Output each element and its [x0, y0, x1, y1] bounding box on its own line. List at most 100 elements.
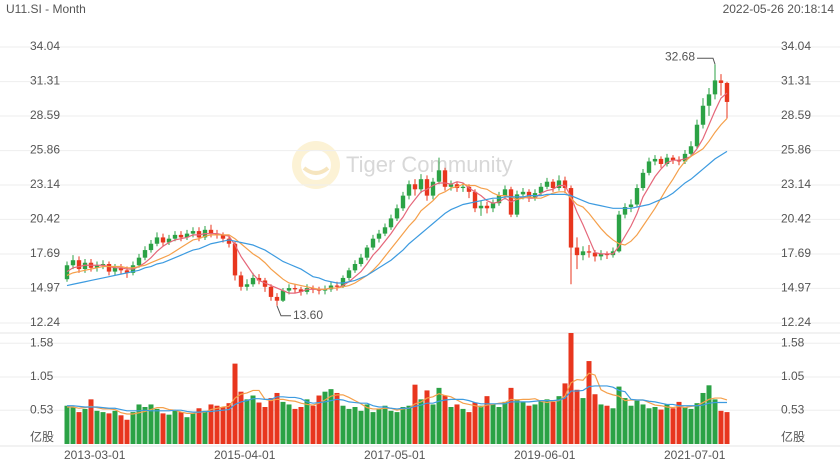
volume-bar [646, 408, 652, 444]
volume-bar [544, 399, 550, 444]
volume-tick-label: 1.05 [30, 369, 54, 383]
x-tick-label: 2013-03-01 [64, 448, 126, 462]
candle-body [670, 157, 676, 161]
candle-body [250, 277, 256, 285]
y-tick-label-right: 12.24 [781, 315, 811, 329]
candle-body [448, 184, 454, 187]
timestamp: 2022-05-26 20:18:14 [723, 2, 835, 16]
candle-body [292, 288, 298, 290]
candle-body [568, 188, 574, 248]
volume-bar [238, 391, 244, 444]
candle-body [256, 277, 262, 281]
volume-unit-right: 亿股 [781, 429, 805, 444]
candle-body [724, 82, 730, 102]
volume-bar [358, 410, 364, 444]
candle-body [352, 264, 358, 271]
candle-body [658, 158, 664, 164]
volume-bar [352, 407, 358, 444]
volume-bar [580, 398, 586, 444]
candle-body [634, 188, 640, 205]
candle-body [310, 288, 316, 290]
candle-body [418, 179, 424, 190]
candle-body [544, 181, 550, 187]
moving-average [66, 117, 728, 290]
candle-body [274, 296, 280, 301]
volume-bar [484, 396, 490, 444]
candle-body [370, 238, 376, 248]
candle-body [124, 270, 130, 273]
volume-bar [310, 405, 316, 444]
y-tick-label: 25.86 [30, 143, 60, 157]
y-tick-label: 31.31 [30, 74, 60, 88]
volume-bar [628, 405, 634, 444]
volume-bar [172, 410, 178, 444]
volume-bar [490, 404, 496, 444]
candle-body [586, 251, 592, 253]
candle-body [652, 158, 658, 162]
volume-bar [340, 405, 346, 444]
candle-body [466, 186, 472, 192]
volume-bar [328, 389, 334, 444]
candle-body [442, 170, 448, 187]
volume-bar [610, 408, 616, 444]
candle-body [616, 214, 622, 252]
candle-body [244, 284, 250, 287]
candle-body [472, 191, 478, 209]
volume-unit: 亿股 [30, 429, 54, 444]
volume-bar [616, 386, 622, 444]
candle-body [100, 264, 106, 266]
volume-bar [514, 399, 520, 444]
candle-body [172, 234, 178, 239]
volume-bar [250, 395, 256, 444]
y-tick-label: 17.69 [30, 246, 60, 260]
volume-bar [712, 399, 718, 444]
candle-body [550, 181, 556, 189]
volume-bar [604, 405, 610, 444]
annotation-leader [276, 305, 291, 317]
volume-bar [436, 387, 442, 444]
volume-bar [574, 389, 580, 444]
volume-bar [592, 394, 598, 444]
candle-body [484, 205, 490, 209]
volume-bar [334, 392, 340, 444]
candle-body [412, 184, 418, 190]
moving-average [66, 150, 728, 287]
candle-body [190, 231, 196, 234]
volume-bar [652, 407, 658, 444]
volume-bar [304, 399, 310, 444]
volume-moving-average [67, 372, 728, 415]
volume-bar [424, 390, 430, 444]
candle-body [64, 265, 70, 280]
volume-bar [226, 403, 232, 444]
candle-body [178, 234, 184, 238]
y-tick-label-right: 23.14 [781, 177, 811, 191]
candle-body [574, 247, 580, 256]
candle-body [148, 243, 154, 251]
candle-body [394, 208, 400, 219]
volume-bar [460, 408, 466, 444]
candle-body [682, 153, 688, 162]
candle-body [328, 285, 334, 290]
candle-body [136, 257, 142, 266]
candle-body [160, 237, 166, 243]
volume-bar [364, 404, 370, 444]
volume-bar [298, 407, 304, 444]
volume-bar [118, 415, 124, 444]
volume-bar [202, 410, 208, 444]
y-tick-label-right: 25.86 [781, 143, 811, 157]
candle-body [220, 234, 226, 239]
candle-body [82, 262, 88, 270]
candle-body [388, 218, 394, 228]
candle-body [298, 289, 304, 292]
volume-bar [448, 407, 454, 444]
volume-bar [178, 412, 184, 444]
candle-body [268, 286, 274, 297]
volume-bar [262, 407, 268, 444]
volume-bar [184, 417, 190, 444]
volume-bar [268, 398, 274, 444]
candle-body [526, 191, 532, 199]
volume-bar [586, 361, 592, 444]
volume-bar [682, 407, 688, 444]
candle-body [664, 157, 670, 164]
volume-bar [442, 395, 448, 444]
